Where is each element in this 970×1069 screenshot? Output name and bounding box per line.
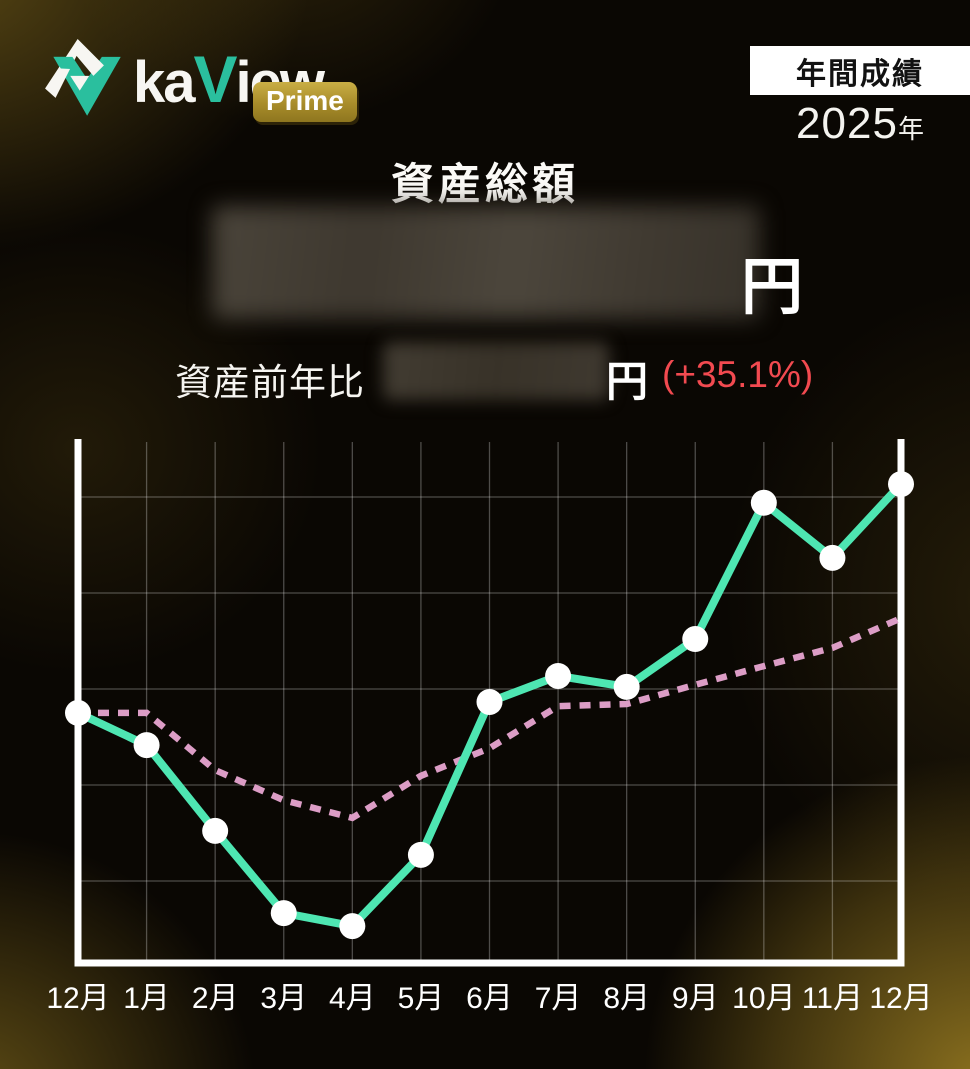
month-label: 5月 bbox=[398, 982, 445, 1015]
data-point-marker bbox=[682, 626, 709, 653]
year-label: 2025年 bbox=[750, 99, 970, 149]
month-label: 3月 bbox=[260, 982, 307, 1015]
yoy-value-redacted bbox=[383, 342, 609, 400]
month-label: 4月 bbox=[329, 982, 376, 1015]
data-point-marker bbox=[133, 732, 160, 759]
data-point-marker bbox=[407, 841, 434, 868]
year-unit: 年 bbox=[897, 114, 924, 144]
dotted-pink-line bbox=[78, 615, 903, 822]
total-assets-title: 資産総額 bbox=[391, 161, 579, 209]
data-point-marker bbox=[750, 489, 777, 516]
month-label: 2月 bbox=[192, 982, 239, 1015]
logo-text-accent: V bbox=[193, 42, 238, 116]
total-assets-value-redacted bbox=[212, 206, 760, 319]
logo-text-part1: ka bbox=[133, 50, 195, 115]
data-point-marker bbox=[545, 662, 572, 689]
data-point-marker bbox=[888, 471, 914, 498]
yoy-unit: 円 bbox=[606, 358, 649, 405]
data-point-marker bbox=[819, 544, 846, 571]
asset-trend-chart: 12月 1月 2月 3月 4月 5月 6月 7月 8月 9月 10月 11月 12月 bbox=[46, 439, 933, 1015]
total-assets-unit: 円 bbox=[741, 253, 804, 322]
month-label: 6月 bbox=[466, 982, 513, 1015]
data-point-marker bbox=[339, 913, 366, 940]
yoy-label: 資産前年比 bbox=[175, 362, 365, 403]
data-point-marker bbox=[65, 699, 91, 726]
month-label: 12月 bbox=[46, 982, 109, 1015]
month-label: 11月 bbox=[802, 982, 863, 1015]
month-label: 8月 bbox=[603, 982, 650, 1015]
prime-badge: Prime bbox=[253, 82, 357, 122]
month-label: 7月 bbox=[535, 982, 582, 1015]
yoy-change-percent: (+35.1%) bbox=[662, 354, 814, 395]
month-label: 10月 bbox=[732, 982, 795, 1015]
data-point-marker bbox=[613, 673, 640, 700]
month-label: 9月 bbox=[672, 982, 719, 1015]
kaview-logo-icon bbox=[45, 39, 121, 116]
kaview-logo: kaView Prime bbox=[45, 38, 357, 122]
month-label: 1月 bbox=[123, 982, 170, 1015]
data-point-marker bbox=[476, 688, 503, 715]
data-point-marker bbox=[202, 817, 229, 844]
month-label: 12月 bbox=[869, 982, 932, 1015]
data-point-marker bbox=[270, 900, 297, 927]
period-badge: 年間成績 bbox=[750, 46, 970, 95]
year-number: 2025 bbox=[796, 99, 898, 148]
